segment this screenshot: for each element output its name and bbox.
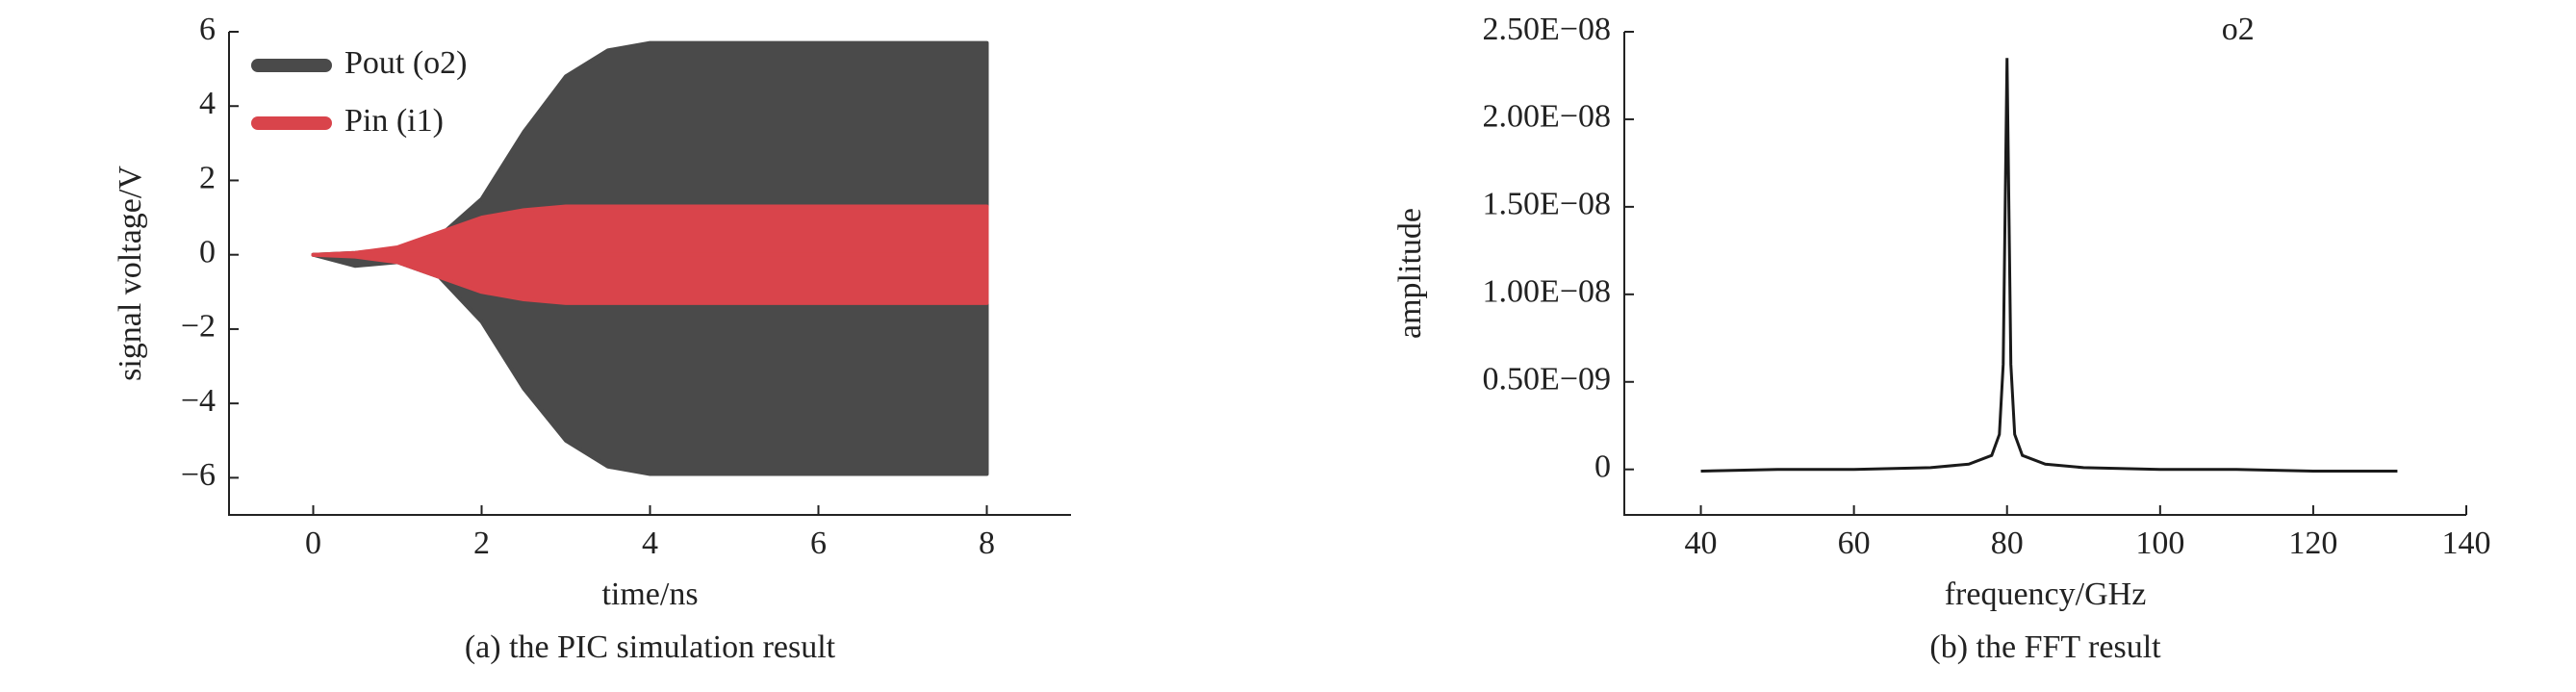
caption: (b) the FFT result xyxy=(1929,629,2161,665)
x-tick-label: 0 xyxy=(305,525,321,561)
x-tick-label: 4 xyxy=(642,525,658,561)
y-tick-label: 0 xyxy=(1594,449,1611,485)
y-tick-label: 2.50E−08 xyxy=(1483,12,1611,47)
y-tick-label: −2 xyxy=(181,309,216,345)
x-axis-label: time/ns xyxy=(601,577,698,612)
caption: (a) the PIC simulation result xyxy=(465,629,836,665)
y-tick-label: 2 xyxy=(199,160,216,195)
y-tick-label: 6 xyxy=(199,12,216,47)
spectrum-line xyxy=(1700,58,2398,474)
x-tick-label: 100 xyxy=(2135,525,2184,561)
y-tick-label: 2.00E−08 xyxy=(1483,99,1611,135)
y-tick-label: 0.50E−09 xyxy=(1483,362,1611,397)
y-tick-label: 1.50E−08 xyxy=(1483,187,1611,222)
x-tick-label: 140 xyxy=(2442,525,2491,561)
x-tick-label: 8 xyxy=(979,525,995,561)
x-tick-label: 6 xyxy=(810,525,827,561)
y-tick-label: 4 xyxy=(199,86,216,121)
x-tick-label: 40 xyxy=(1685,525,1718,561)
x-tick-label: 2 xyxy=(473,525,490,561)
y-tick-label: −6 xyxy=(181,457,216,493)
y-axis-label: signal voltage/V xyxy=(113,166,148,381)
y-tick-label: 0 xyxy=(199,234,216,269)
annotation: o2 xyxy=(2222,12,2255,47)
x-tick-label: 80 xyxy=(1991,525,2024,561)
y-tick-label: −4 xyxy=(181,383,216,419)
x-tick-label: 60 xyxy=(1838,525,1871,561)
signal-envelope xyxy=(311,252,989,305)
y-tick-label: 1.00E−08 xyxy=(1483,274,1611,310)
x-axis-label: frequency/GHz xyxy=(1945,577,2147,612)
legend-label: Pin (i1) xyxy=(344,103,444,139)
axis-line xyxy=(1623,32,2466,516)
legend-label: Pout (o2) xyxy=(344,45,468,81)
axis-line xyxy=(228,32,1071,516)
signal-envelope xyxy=(311,204,989,257)
y-axis-label: amplitude xyxy=(1392,208,1428,339)
x-tick-label: 120 xyxy=(2288,525,2337,561)
